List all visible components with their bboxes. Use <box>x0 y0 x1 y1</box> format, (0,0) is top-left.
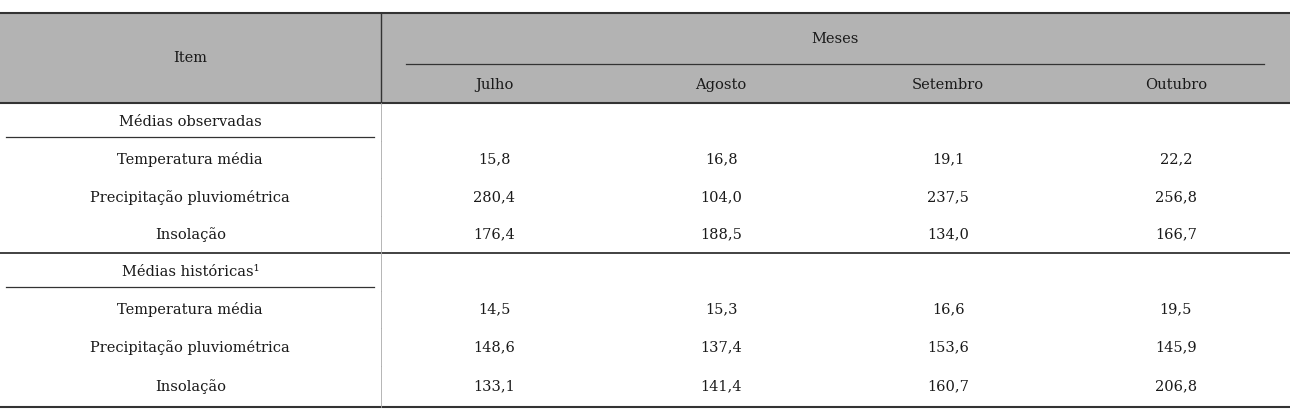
Text: Precipitação pluviométrica: Precipitação pluviométrica <box>90 190 290 205</box>
Text: Insolação: Insolação <box>155 379 226 394</box>
Text: Julho: Julho <box>475 78 513 92</box>
Text: 206,8: 206,8 <box>1155 380 1197 394</box>
Text: 19,1: 19,1 <box>931 152 964 167</box>
Bar <box>0 328 1290 366</box>
Text: 153,6: 153,6 <box>928 340 969 354</box>
Text: Setembro: Setembro <box>912 78 984 92</box>
Text: 137,4: 137,4 <box>700 340 742 354</box>
Bar <box>0 103 1290 141</box>
Text: 148,6: 148,6 <box>473 340 515 354</box>
Bar <box>0 141 1290 178</box>
Text: 16,6: 16,6 <box>931 303 965 317</box>
Text: 15,8: 15,8 <box>477 152 511 167</box>
Bar <box>0 291 1290 328</box>
Text: Médias históricas¹: Médias históricas¹ <box>121 265 259 279</box>
Text: 145,9: 145,9 <box>1155 340 1197 354</box>
Text: 256,8: 256,8 <box>1155 190 1197 204</box>
Text: Meses: Meses <box>811 32 859 46</box>
Bar <box>0 216 1290 253</box>
Text: 176,4: 176,4 <box>473 228 515 241</box>
Text: Agosto: Agosto <box>695 78 747 92</box>
Text: Temperatura média: Temperatura média <box>117 302 263 317</box>
Text: 188,5: 188,5 <box>700 228 742 241</box>
Text: Precipitação pluviométrica: Precipitação pluviométrica <box>90 340 290 355</box>
Text: Item: Item <box>173 51 208 65</box>
Text: 134,0: 134,0 <box>928 228 969 241</box>
Text: 22,2: 22,2 <box>1160 152 1192 167</box>
Text: Outubro: Outubro <box>1144 78 1207 92</box>
Text: 104,0: 104,0 <box>700 190 742 204</box>
Text: 280,4: 280,4 <box>473 190 515 204</box>
Text: 16,8: 16,8 <box>704 152 738 167</box>
Text: 133,1: 133,1 <box>473 380 515 394</box>
Text: 141,4: 141,4 <box>700 380 742 394</box>
Text: 15,3: 15,3 <box>704 303 738 317</box>
Text: Médias observadas: Médias observadas <box>119 115 262 129</box>
Text: Insolação: Insolação <box>155 227 226 242</box>
Text: 19,5: 19,5 <box>1160 303 1192 317</box>
Text: Temperatura média: Temperatura média <box>117 152 263 167</box>
Text: 14,5: 14,5 <box>477 303 511 317</box>
Bar <box>0 13 1290 103</box>
Bar <box>0 366 1290 407</box>
Text: 160,7: 160,7 <box>928 380 969 394</box>
Text: 237,5: 237,5 <box>928 190 969 204</box>
Bar <box>0 178 1290 216</box>
Text: 166,7: 166,7 <box>1155 228 1197 241</box>
Bar <box>0 253 1290 291</box>
